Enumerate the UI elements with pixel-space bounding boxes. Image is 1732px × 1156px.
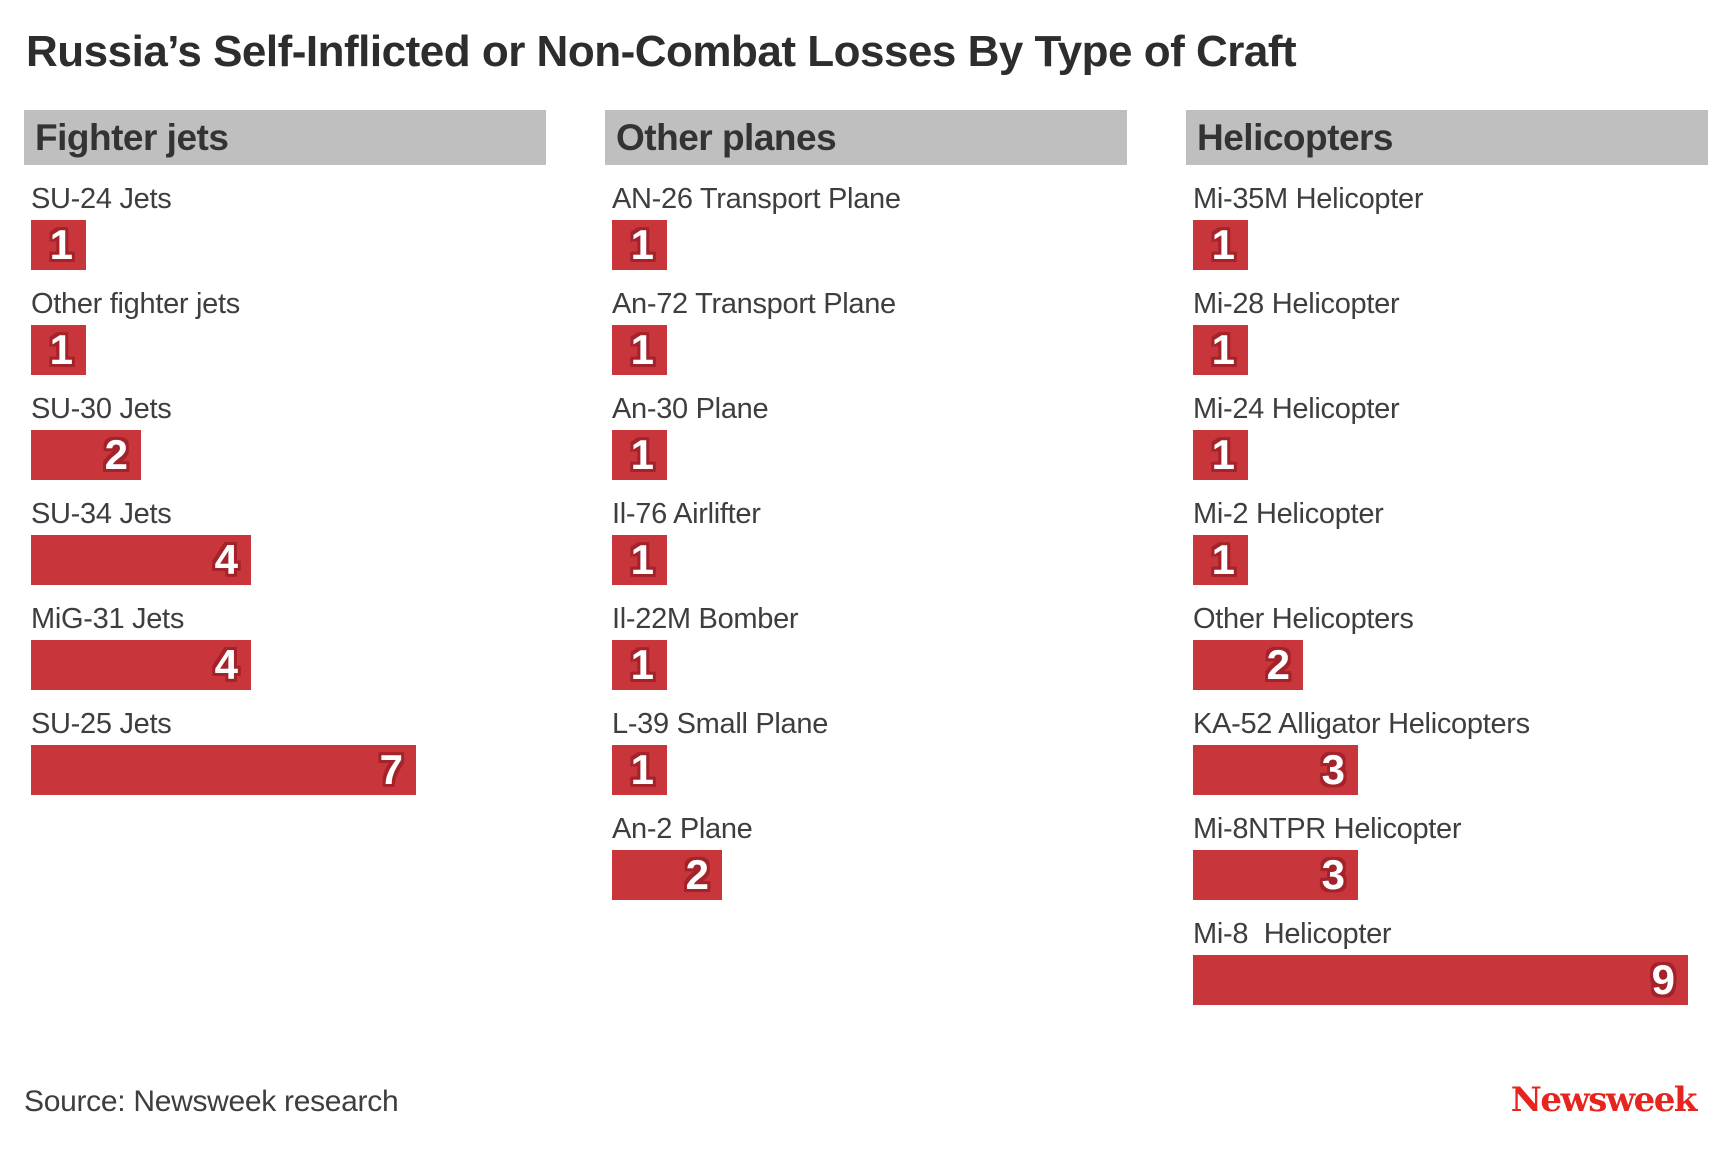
bar-label: AN-26 Transport Plane [612,183,901,215]
bar-label: An-2 Plane [612,813,753,845]
bar-row: An-2 Plane 2 [612,812,1127,900]
source-note: Source: Newsweek research [24,1085,399,1118]
bar-value: 9 [1651,956,1675,1003]
bar-value: 2 [685,851,709,898]
bar-value: 1 [1211,326,1235,373]
bar-row: Mi-8 Helicopter 9 [1193,917,1708,1005]
bar: 2 [612,850,722,900]
bar-row: SU-25 Jets 7 [31,707,546,795]
bar-row: Other Helicopters 2 [1193,602,1708,690]
bar-value: 1 [630,431,654,478]
bar-value: 4 [214,536,238,583]
bar-label: Mi-2 Helicopter [1193,498,1384,530]
bar: 2 [31,430,141,480]
bar-row: Mi-8NTPR Helicopter 3 [1193,812,1708,900]
bar-label: SU-34 Jets [31,498,172,530]
category-header: Other planes [605,110,1127,165]
bar-value: 7 [379,746,403,793]
bar-label: SU-24 Jets [31,183,172,215]
bar-row: Other fighter jets 1 [31,287,546,375]
bar-row: Il-22M Bomber 1 [612,602,1127,690]
bar-label: Other Helicopters [1193,603,1414,635]
bar: 1 [612,640,667,690]
bar: 3 [1193,850,1358,900]
bar: 4 [31,535,251,585]
bar-row: SU-34 Jets 4 [31,497,546,585]
bar: 4 [31,640,251,690]
bar: 1 [1193,430,1248,480]
bar: 1 [1193,325,1248,375]
bar-label: Mi-8NTPR Helicopter [1193,813,1462,845]
category-column: Fighter jets SU-24 Jets 1 Other fighter jet… [24,110,546,1005]
bar-label: Mi-28 Helicopter [1193,288,1400,320]
bar-value: 2 [1266,641,1290,688]
bar-label: MiG-31 Jets [31,603,185,635]
bar-row: AN-26 Transport Plane 1 [612,182,1127,270]
bar: 1 [31,220,86,270]
bar: 2 [1193,640,1303,690]
bar-label: An-30 Plane [612,393,769,425]
bar-value: 1 [630,536,654,583]
bar-value: 1 [630,746,654,793]
bar: 1 [612,325,667,375]
newsweek-logo: Newsweek [1510,1080,1698,1120]
bar-label: Mi-24 Helicopter [1193,393,1400,425]
bar: 1 [612,535,667,585]
footer: Source: Newsweek research Newsweek [0,1080,1732,1120]
bar-row: Mi-2 Helicopter 1 [1193,497,1708,585]
bar-label: SU-25 Jets [31,708,172,740]
bar-row: KA-52 Alligator Helicopters 3 [1193,707,1708,795]
bar-label: Il-22M Bomber [612,603,799,635]
bar-row: MiG-31 Jets 4 [31,602,546,690]
category-header: Fighter jets [24,110,546,165]
bar-rows: Mi-35M Helicopter 1 Mi-28 Helicopter 1 Mi-24… [1186,182,1708,1005]
bar: 7 [31,745,416,795]
bar-value: 1 [630,641,654,688]
bar-row: An-30 Plane 1 [612,392,1127,480]
bar: 9 [1193,955,1688,1005]
bar-row: SU-30 Jets 2 [31,392,546,480]
bar: 1 [612,745,667,795]
chart-columns: Fighter jets SU-24 Jets 1 Other fighter jet… [24,110,1708,1005]
bar-row: Mi-24 Helicopter 1 [1193,392,1708,480]
bar-label: L-39 Small Plane [612,708,829,740]
category-column: Helicopters Mi-35M Helicopter 1 Mi-28 Helic… [1186,110,1708,1005]
bar-label: Mi-35M Helicopter [1193,183,1424,215]
bar-label: KA-52 Alligator Helicopters [1193,708,1530,740]
page-title: Russia’s Self-Inflicted or Non-Combat Lo… [26,27,1297,76]
bar-row: SU-24 Jets 1 [31,182,546,270]
category-header: Helicopters [1186,110,1708,165]
bar-value: 1 [49,326,73,373]
bar-row: An-72 Transport Plane 1 [612,287,1127,375]
bar: 1 [1193,220,1248,270]
bar-value: 1 [630,221,654,268]
bar: 1 [612,430,667,480]
bar-label: Mi-8 Helicopter [1193,918,1392,950]
bar-row: Mi-28 Helicopter 1 [1193,287,1708,375]
bar-value: 1 [1211,431,1235,478]
bar-row: Il-76 Airlifter 1 [612,497,1127,585]
bar-rows: SU-24 Jets 1 Other fighter jets 1 SU-30 Jets… [24,182,546,795]
bar-rows: AN-26 Transport Plane 1 An-72 Transport Pl… [605,182,1127,900]
bar: 3 [1193,745,1358,795]
bar: 1 [1193,535,1248,585]
category-column: Other planes AN-26 Transport Plane 1 An-72 … [605,110,1127,1005]
bar-label: An-72 Transport Plane [612,288,896,320]
bar-value: 1 [1211,536,1235,583]
bar-value: 1 [49,221,73,268]
bar: 1 [31,325,86,375]
bar-value: 2 [104,431,128,478]
bar-row: Mi-35M Helicopter 1 [1193,182,1708,270]
bar-value: 4 [214,641,238,688]
bar-value: 1 [630,326,654,373]
bar-row: L-39 Small Plane 1 [612,707,1127,795]
bar-label: SU-30 Jets [31,393,172,425]
bar: 1 [612,220,667,270]
bar-value: 3 [1321,851,1345,898]
bar-value: 1 [1211,221,1235,268]
bar-value: 3 [1321,746,1345,793]
bar-label: Other fighter jets [31,288,240,320]
bar-label: Il-76 Airlifter [612,498,761,530]
